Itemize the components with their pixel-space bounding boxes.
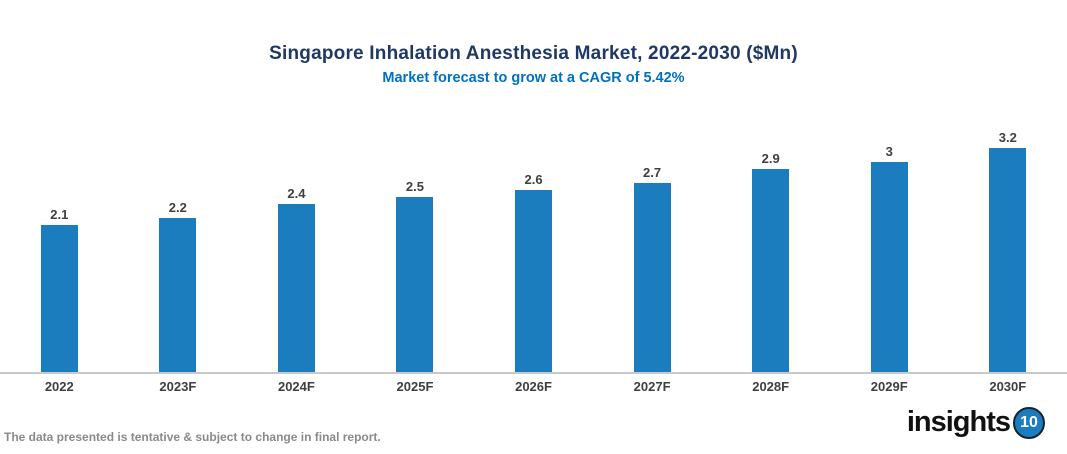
x-axis-label: 2023F (159, 379, 197, 394)
plot-area: 2.1 2.2 2.4 2.5 2.6 2.7 2.9 3 3.2 (0, 104, 1067, 374)
bar-value-label: 2.4 (287, 186, 306, 201)
x-axis-label: 2026F (515, 379, 552, 394)
bar (633, 183, 671, 372)
bar (752, 169, 790, 372)
x-axis-label: 2027F (633, 379, 671, 394)
bar-value-label: 2.5 (405, 179, 424, 194)
bar-column: 3.2 (949, 104, 1067, 372)
bar (159, 218, 197, 372)
bar-column: 2.2 (119, 104, 238, 372)
x-axis-label: 2024F (277, 379, 315, 394)
x-axis-label: 2025F (396, 379, 434, 394)
logo-badge-circle: 10 (1013, 406, 1045, 439)
bar-column: 2.1 (0, 104, 119, 372)
bar-column: 2.7 (593, 104, 712, 372)
bar-column: 2.9 (711, 104, 830, 372)
bar (989, 148, 1027, 372)
bar (277, 204, 315, 372)
bar-value-label: 3.2 (998, 130, 1017, 145)
bar (396, 197, 434, 372)
bar-value-label: 2.7 (643, 165, 662, 180)
bar (515, 190, 553, 372)
bar-value-label: 3 (885, 144, 893, 159)
bar-column: 3 (830, 104, 949, 372)
bar-column: 2.5 (356, 104, 475, 372)
x-axis-label: 2029F (870, 379, 908, 394)
bar (870, 162, 908, 372)
x-axis-labels: 2022 2023F 2024F 2025F 2026F 2027F 2028F 2029F 2… (0, 379, 1067, 394)
x-axis-label: 2030F (989, 379, 1027, 394)
bar-value-label: 2.2 (168, 200, 187, 215)
chart-subtitle: Market forecast to grow at a CAGR of 5.4… (382, 70, 685, 86)
bar-value-label: 2.6 (524, 172, 543, 187)
bar-value-label: 2.1 (50, 207, 69, 222)
logo-text: insights (906, 406, 1011, 438)
insights10-logo: insights 10 (907, 406, 1045, 439)
x-axis-label: 2028F (752, 379, 790, 394)
bar (40, 225, 78, 372)
bar-value-label: 2.9 (761, 151, 780, 166)
chart-title: Singapore Inhalation Anesthesia Market, … (269, 43, 798, 64)
x-axis-label: 2022 (44, 379, 74, 394)
disclaimer-text: The data presented is tentative & subjec… (4, 430, 381, 444)
bar-column: 2.6 (474, 104, 593, 372)
bar-column: 2.4 (237, 104, 356, 372)
